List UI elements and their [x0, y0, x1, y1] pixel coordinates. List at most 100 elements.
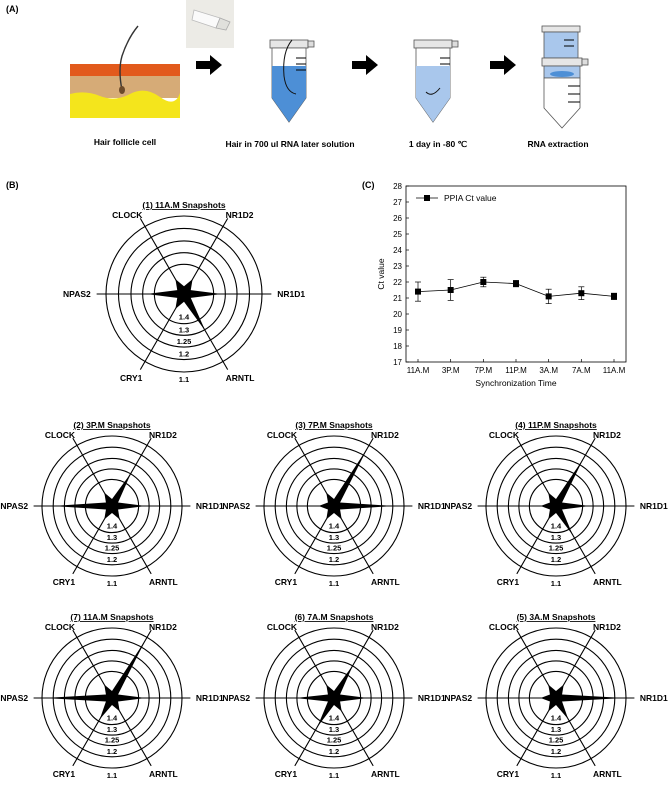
radar-ring-label: 1.2 [107, 555, 117, 564]
panel-c-label: (C) [362, 180, 375, 190]
radar-gene-label: CRY1 [497, 577, 520, 587]
radar-gene-label: CLOCK [267, 430, 298, 440]
radar-star-shape [540, 684, 624, 720]
step-caption-freeze: 1 day in -80 ℃ [408, 139, 468, 149]
radar-title: (3) 7P.M Snapshots [295, 420, 373, 430]
radar-gene-label: NPAS2 [222, 693, 250, 703]
radar-gene-label: NR1D1 [277, 289, 305, 299]
data-point [513, 280, 519, 287]
step-caption-rna-later: Hair in 700 ul RNA later solution [225, 139, 355, 149]
radar-gene-label: ARNTL [371, 577, 400, 587]
radar-gene-label: ARNTL [149, 577, 178, 587]
x-tick-label: 11A.M [407, 366, 430, 375]
radar-gene-label: NPAS2 [444, 693, 472, 703]
y-tick-label: 27 [393, 198, 402, 207]
x-tick-label: 7P.M [475, 366, 493, 375]
x-axis-label: Synchronization Time [475, 378, 557, 388]
radar-gene-label: CLOCK [45, 622, 76, 632]
x-tick-label: 11A.M [603, 366, 626, 375]
radar-gene-label: NPAS2 [444, 501, 472, 511]
radar-ring-label: 1.1 [551, 579, 561, 588]
radar-gene-label: CRY1 [497, 769, 520, 779]
radar-ring-label: 1.25 [177, 337, 192, 346]
x-tick-label: 3A.M [539, 366, 558, 375]
radar-star-shape [146, 279, 222, 332]
ct-value-chart: 17 18 19 20 21 22 23 24 25 26 27 28 11A.M 3P.M 7P.M 11… [376, 182, 627, 388]
radar-gene-label: NR1D1 [196, 693, 224, 703]
radar-ring-label: 1.2 [179, 350, 189, 359]
radar-gene-label: NR1D2 [149, 430, 177, 440]
radar-gene-label: CLOCK [267, 622, 298, 632]
radar-ring-label: 1.2 [551, 555, 561, 564]
radar-title: (2) 3P.M Snapshots [73, 420, 151, 430]
tube-rna-later-icon [269, 39, 315, 123]
chart-frame [405, 185, 627, 363]
hair-follicle-illustration [70, 25, 180, 118]
radar-ring-label: 1.1 [551, 771, 561, 780]
radar-gene-label: ARNTL [593, 577, 622, 587]
radar-gene-label: NR1D2 [593, 622, 621, 632]
radar-gene-label: NPAS2 [0, 501, 28, 511]
radar-chart-3: (3) 7P.M Snapshots NR1D1 NR1D2 CLOCK NPAS2 CR… [222, 420, 446, 588]
radar-star-shape [44, 639, 146, 720]
radar-gene-label: NPAS2 [0, 693, 28, 703]
radar-ring-label: 1.4 [329, 714, 340, 723]
radar-gene-label: CLOCK [112, 210, 143, 220]
radar-ring-label: 1.1 [329, 771, 339, 780]
radar-ring-label: 1.25 [327, 544, 342, 553]
radar-gene-label: CRY1 [53, 769, 76, 779]
radar-title: (7) 11A.M Snapshots [70, 612, 153, 622]
radar-ring-label: 1.1 [179, 375, 189, 384]
radar-chart-1: (1) 11A.M Snapshots NR1D1 NR1D2 CLOCK NPAS2 C… [63, 200, 305, 384]
radar-ring-label: 1.3 [329, 533, 339, 542]
radar-ring-label: 1.2 [329, 555, 339, 564]
radar-gene-label: NR1D1 [196, 501, 224, 511]
radar-chart-7: (7) 11A.M Snapshots NR1D1 NR1D2 CLOCK NPAS2 C… [0, 612, 224, 780]
radar-gene-label: NR1D2 [371, 622, 399, 632]
radar-title: (4) 11P.M Snapshots [515, 420, 597, 430]
radar-gene-label: CRY1 [120, 373, 143, 383]
radar-star-shape [540, 458, 590, 536]
radar-gene-label: CRY1 [275, 577, 298, 587]
radar-gene-label: ARNTL [226, 373, 255, 383]
chart-legend: PPIA Ct value [416, 193, 497, 203]
radar-gene-label: ARNTL [371, 769, 400, 779]
radar-ring-label: 1.25 [105, 544, 120, 553]
radar-ring-label: 1.4 [329, 522, 340, 531]
radar-ring-label: 1.25 [549, 736, 564, 745]
radar-gene-label: CLOCK [45, 430, 76, 440]
radar-ring-label: 1.25 [327, 736, 342, 745]
radar-gene-label: CLOCK [489, 622, 520, 632]
arrow-right-icon [196, 55, 222, 75]
y-tick-label: 18 [393, 342, 402, 351]
radar-gene-label: NR1D1 [418, 501, 446, 511]
radar-title: (5) 3A.M Snapshots [517, 612, 596, 622]
y-tick-label: 19 [393, 326, 402, 335]
radar-chart-6: (6) 7A.M Snapshots NR1D1 NR1D2 CLOCK NPAS2 CR… [222, 612, 446, 780]
data-point [447, 287, 454, 293]
radar-ring-label: 1.3 [179, 325, 189, 334]
radar-ring-label: 1.1 [107, 771, 117, 780]
radar-star-shape [318, 447, 394, 520]
data-point [480, 279, 487, 285]
legend-label: PPIA Ct value [444, 193, 497, 203]
data-point [578, 290, 585, 297]
tube-frozen-icon [413, 39, 459, 123]
radar-ring-label: 1.25 [105, 736, 120, 745]
radar-gene-label: CRY1 [53, 577, 76, 587]
x-tick-label: 3P.M [442, 366, 460, 375]
radar-gene-label: ARNTL [593, 769, 622, 779]
y-tick-label: 26 [393, 214, 402, 223]
arrow-right-icon [490, 55, 516, 75]
data-point [415, 288, 421, 295]
radar-chart-2: (2) 3P.M Snapshots NR1D1 NR1D2 CLOCK NPAS2 CR… [0, 420, 224, 588]
radar-ring-label: 1.4 [179, 313, 190, 322]
radar-ring-label: 1.4 [551, 522, 562, 531]
radar-ring-label: 1.4 [107, 714, 118, 723]
radar-ring-label: 1.3 [551, 533, 561, 542]
radar-gene-label: NR1D1 [418, 693, 446, 703]
radar-ring-label: 1.3 [551, 725, 561, 734]
y-tick-label: 21 [393, 294, 402, 303]
radar-ring-label: 1.4 [107, 522, 118, 531]
y-tick-label: 28 [393, 182, 402, 191]
